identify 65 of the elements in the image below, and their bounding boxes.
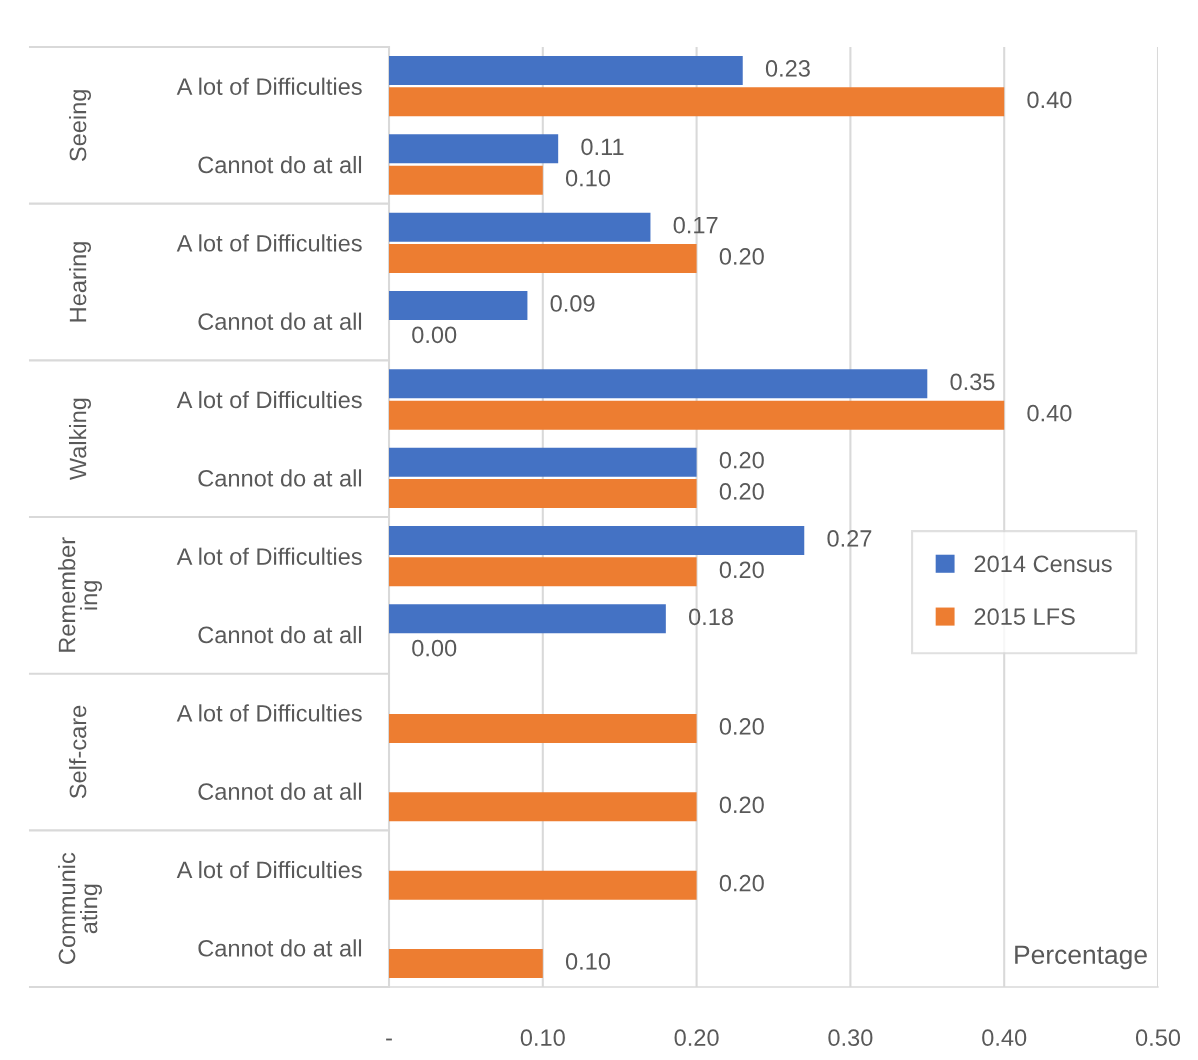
y-tick-label: A lot of Difficulties [176, 860, 362, 879]
y-tick-label: A lot of Difficulties [176, 77, 362, 95]
text: Remember ing [57, 537, 103, 652]
x-axis-title: Percentage [1015, 945, 1147, 970]
x-tick-label: 0.50 [1135, 1029, 1181, 1047]
data-label: 0.10 [565, 169, 611, 187]
bar [389, 557, 697, 587]
y-tick-label: Cannot do at all [198, 939, 362, 957]
y-tick-label: A lot of Difficulties [176, 547, 362, 565]
bar [389, 526, 805, 555]
data-label: 0.00 [412, 326, 457, 344]
y-tick-label: Cannot do at all [198, 469, 362, 487]
data-label: 0.20 [719, 561, 764, 579]
bar [389, 369, 928, 399]
legend-label: 2015 LFS [974, 608, 1075, 626]
y-tick-label: A lot of Difficulties [176, 234, 362, 252]
bar [389, 56, 743, 85]
data-label: 0.20 [719, 451, 764, 469]
bar [389, 291, 528, 320]
bar [389, 165, 543, 195]
data-label: 0.40 [1027, 404, 1072, 422]
x-tick-label: - [386, 1038, 392, 1041]
data-label: 0.27 [827, 530, 872, 547]
text: Hearing [69, 242, 92, 322]
data-label: 0.00 [412, 639, 457, 657]
data-label: 0.23 [765, 60, 810, 77]
bar [389, 87, 1005, 117]
bar [389, 714, 697, 743]
legend-label: 2014 Census [974, 555, 1112, 573]
data-label: 0.40 [1027, 91, 1072, 109]
y-tick-label: Cannot do at all [198, 155, 362, 174]
data-label: 0.20 [719, 483, 764, 500]
bar [389, 479, 697, 508]
bar [389, 134, 559, 164]
data-label: 0.18 [688, 608, 733, 626]
y-tick-label: Cannot do at all [198, 782, 362, 800]
data-label: 0.11 [581, 138, 624, 156]
text: Self-care [69, 705, 87, 799]
data-label: 0.20 [719, 718, 764, 735]
y-tick-label: A lot of Difficulties [176, 390, 362, 409]
data-label: 0.17 [673, 216, 718, 234]
bar [389, 447, 697, 477]
data-label: 0.20 [719, 874, 764, 892]
text: Seeing [69, 90, 92, 162]
x-tick-label: 0.20 [674, 1029, 719, 1047]
x-tick-label: 0.40 [982, 1029, 1027, 1047]
data-label: 0.20 [719, 796, 764, 814]
bar [389, 870, 697, 900]
bar [389, 949, 543, 978]
bar [389, 212, 651, 242]
data-label: 0.09 [550, 295, 595, 312]
data-label: 0.10 [565, 953, 611, 970]
data-label: 0.20 [719, 248, 764, 265]
bar [389, 400, 1005, 430]
x-tick-label: 0.30 [828, 1029, 873, 1047]
text: Communic ating [57, 852, 103, 964]
bar [389, 244, 697, 273]
data-label: 0.35 [950, 373, 995, 391]
text: Walking [69, 398, 92, 481]
y-tick-label: Cannot do at all [198, 312, 362, 330]
y-tick-label: Cannot do at all [198, 625, 362, 644]
bar [389, 792, 697, 822]
bar [389, 604, 666, 634]
y-tick-label: A lot of Difficulties [176, 704, 362, 722]
x-tick-label: 0.10 [520, 1029, 565, 1047]
